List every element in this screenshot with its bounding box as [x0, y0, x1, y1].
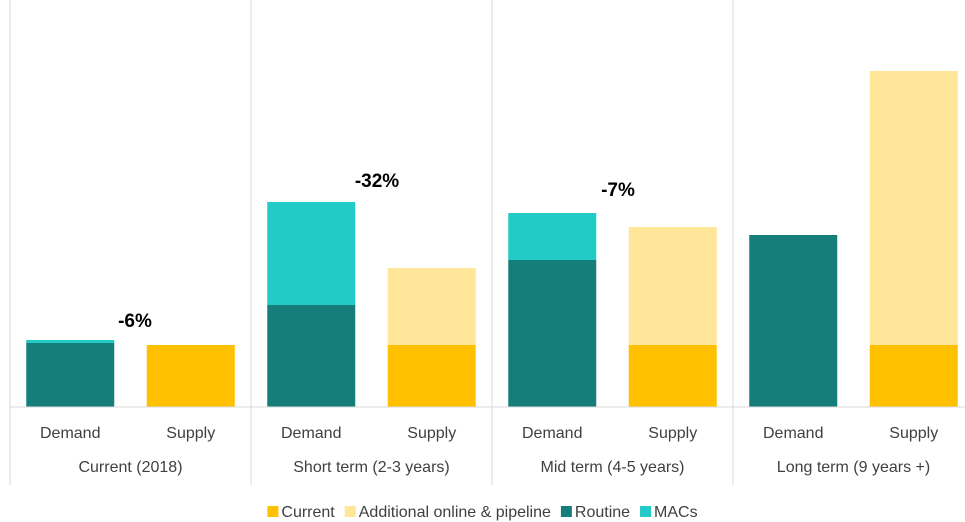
bar-segment: [508, 260, 597, 407]
annotation: -6%: [118, 311, 152, 332]
legend-swatch: [560, 506, 572, 517]
legend-label: Additional online & pipeline: [359, 504, 551, 521]
bar-segment: [267, 305, 356, 407]
bar-segment: [26, 340, 115, 343]
bar-segment: [387, 345, 476, 407]
legend-swatch: [640, 506, 652, 517]
bar-segment: [869, 71, 958, 345]
legend-label: Current: [281, 504, 335, 521]
bar-segment: [628, 345, 717, 407]
x-tick-label: Supply: [648, 425, 697, 442]
legend: Current Additional online & pipeline Routi…: [267, 504, 698, 521]
x-tick-label: Supply: [166, 425, 215, 442]
bar-segment: [26, 343, 115, 407]
bar-segment: [628, 227, 717, 345]
x-tick-label: Demand: [522, 425, 582, 442]
x-tick-label: Demand: [763, 425, 823, 442]
group-label: Mid term (4-5 years): [540, 459, 684, 476]
bar-segment: [749, 235, 838, 407]
x-tick-label: Supply: [407, 425, 456, 442]
legend-swatch: [267, 506, 279, 517]
legend-swatch: [344, 506, 356, 517]
legend-label: Routine: [575, 504, 630, 521]
bar-segment: [146, 345, 235, 407]
annotation: -32%: [355, 171, 399, 192]
group-label: Long term (9 years +): [777, 459, 930, 476]
bar-segment: [267, 202, 356, 305]
group-label: Short term (2-3 years): [293, 459, 449, 476]
x-tick-label: Demand: [281, 425, 341, 442]
x-tick-label: Supply: [889, 425, 938, 442]
group-label: Current (2018): [78, 459, 182, 476]
legend-label: MACs: [654, 504, 698, 521]
bar-segment: [387, 268, 476, 345]
bar-segment: [508, 213, 597, 260]
annotation: -7%: [601, 180, 635, 201]
x-tick-label: Demand: [40, 425, 100, 442]
bar-segment: [869, 345, 958, 407]
